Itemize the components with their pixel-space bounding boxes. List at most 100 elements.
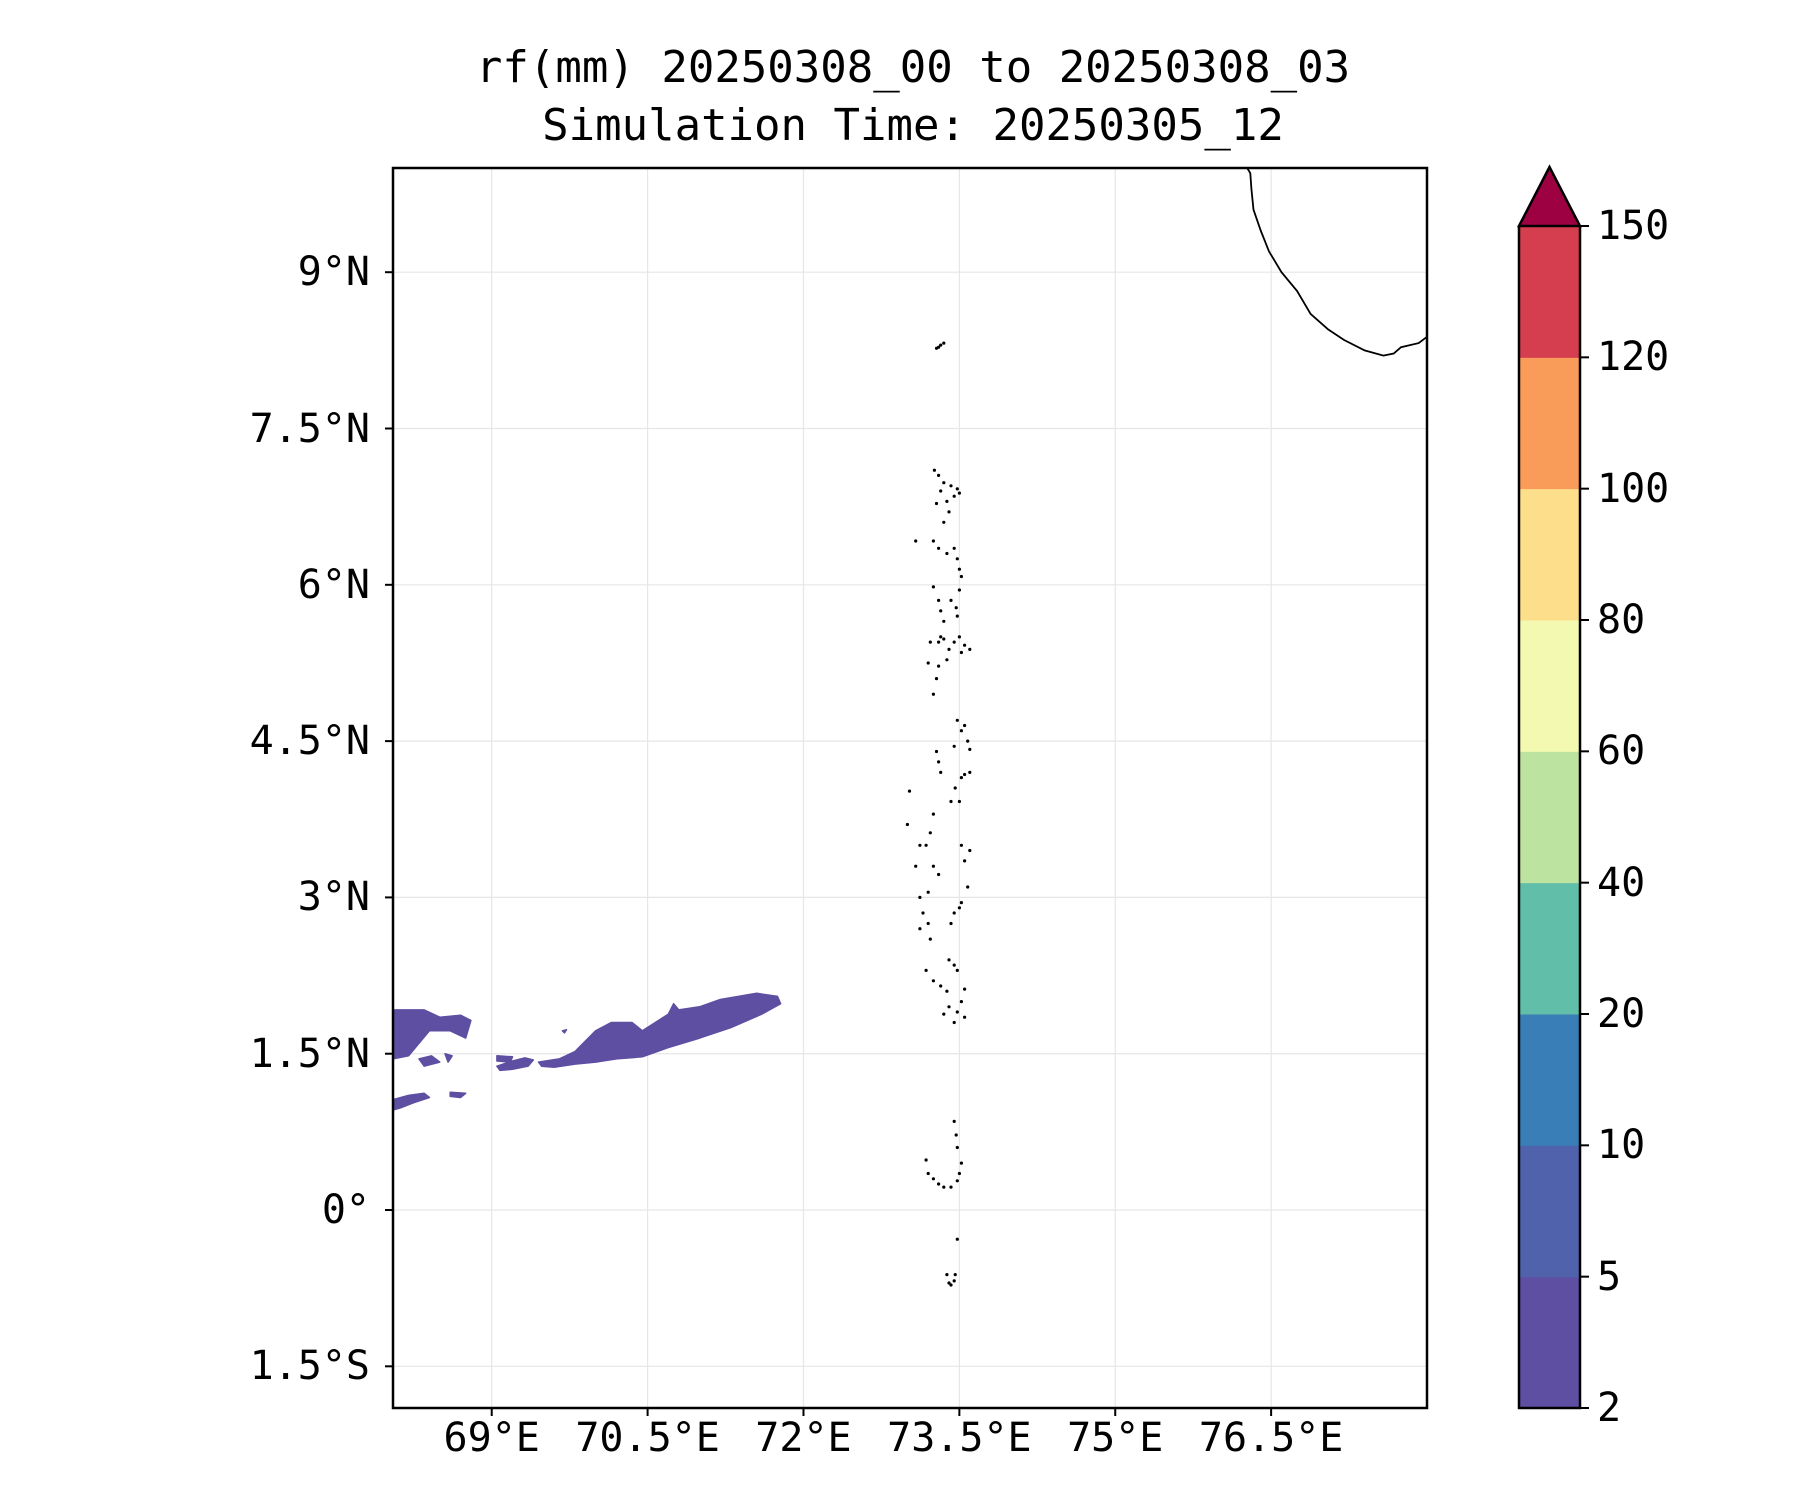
island-70	[968, 848, 972, 853]
island-36	[947, 647, 951, 652]
island-39	[926, 661, 930, 665]
colorbar-label-9: 150	[1597, 203, 1670, 249]
lon-label-4: 75°E	[1067, 1415, 1164, 1461]
island-42	[952, 640, 956, 644]
island-56	[953, 786, 957, 790]
island-100	[954, 1133, 958, 1137]
island-93	[959, 1000, 964, 1004]
colorbar-label-1: 5	[1597, 1253, 1622, 1300]
island-62	[907, 789, 912, 793]
island-6	[942, 481, 946, 485]
colorbar-label-3: 20	[1597, 991, 1646, 1037]
colorbar-frame	[1517, 226, 1582, 1410]
map-axes-background	[393, 168, 1427, 1408]
island-31	[957, 588, 962, 592]
rainfall-contours	[393, 992, 782, 1111]
island-57	[957, 799, 962, 804]
island-67	[931, 812, 936, 816]
island-81	[921, 911, 925, 915]
colorbar-segment-8	[1519, 226, 1580, 358]
island-94	[955, 1010, 959, 1014]
island-109	[949, 1185, 953, 1189]
island-104	[924, 1158, 928, 1162]
colorbar-label-0: 2	[1597, 1385, 1622, 1431]
island-82	[926, 921, 930, 926]
island-27	[942, 619, 946, 623]
island-84	[928, 937, 932, 941]
island-101	[955, 1145, 959, 1150]
island-14	[947, 510, 951, 514]
island-10	[952, 494, 956, 498]
island-23	[959, 574, 964, 579]
island-85	[947, 958, 951, 962]
island-32	[955, 614, 959, 618]
island-92	[963, 987, 967, 991]
island-116	[953, 1273, 957, 1277]
island-7	[949, 484, 953, 488]
colorbar-label-5: 60	[1597, 728, 1646, 775]
island-16	[914, 539, 918, 543]
island-24	[931, 585, 936, 589]
map-axes-frame	[391, 166, 1429, 1410]
island-106	[931, 1177, 936, 1181]
island-74	[952, 911, 956, 915]
island-18	[937, 546, 941, 550]
island-115	[952, 1279, 956, 1283]
island-51	[968, 747, 972, 752]
island-77	[931, 864, 936, 868]
island-68	[914, 864, 918, 868]
island-11	[945, 499, 949, 503]
island-9	[957, 491, 962, 495]
lat-label-0: 9°N	[297, 249, 370, 296]
island-69	[959, 843, 964, 847]
island-38	[937, 664, 941, 668]
colorbar-label-2: 10	[1597, 1122, 1646, 1169]
island-1	[942, 341, 946, 345]
island-22	[957, 567, 962, 571]
island-13	[934, 501, 939, 506]
island-48	[959, 729, 964, 733]
rain-area-2	[449, 1091, 467, 1099]
island-88	[924, 968, 928, 973]
island-46	[959, 650, 964, 655]
colorbar-label-4: 40	[1597, 859, 1646, 906]
island-29	[949, 598, 953, 603]
island-30	[954, 606, 958, 610]
island-55	[959, 776, 964, 780]
lon-label-3: 73.5°E	[887, 1415, 1032, 1461]
island-86	[952, 963, 956, 967]
rain-area-4	[444, 1052, 453, 1063]
island-50	[966, 739, 970, 743]
island-97	[947, 1005, 951, 1009]
island-66	[928, 831, 932, 835]
colorbar-segment-3	[1519, 882, 1580, 1015]
rain-area-7	[537, 992, 782, 1069]
india-coastline	[1246, 168, 1427, 357]
island-73	[957, 906, 962, 910]
island-19	[945, 551, 949, 556]
island-99	[952, 1119, 956, 1123]
lat-label-6: 0°	[321, 1187, 370, 1234]
coastlines	[1246, 168, 1427, 357]
island-37	[945, 658, 949, 662]
island-4	[932, 468, 937, 472]
island-105	[926, 1171, 930, 1176]
island-26	[939, 609, 943, 613]
island-12	[939, 489, 943, 493]
island-15	[942, 520, 946, 524]
island-112	[945, 1273, 949, 1277]
island-65	[924, 843, 928, 847]
colorbar-segment-2	[1519, 1014, 1580, 1146]
island-53	[963, 772, 967, 777]
island-17	[931, 539, 936, 543]
island-21	[955, 557, 959, 561]
island-98	[942, 1012, 946, 1016]
island-43	[957, 635, 962, 639]
colorbar-segment-4	[1519, 751, 1580, 884]
lat-label-3: 4.5°N	[249, 718, 370, 765]
map-title-line2: Simulation Time: 20250305_12	[542, 100, 1284, 151]
colorbar-segment-6	[1519, 488, 1580, 621]
colorbar-segment-1	[1519, 1145, 1580, 1278]
island-60	[937, 760, 941, 764]
island-41	[931, 692, 936, 696]
